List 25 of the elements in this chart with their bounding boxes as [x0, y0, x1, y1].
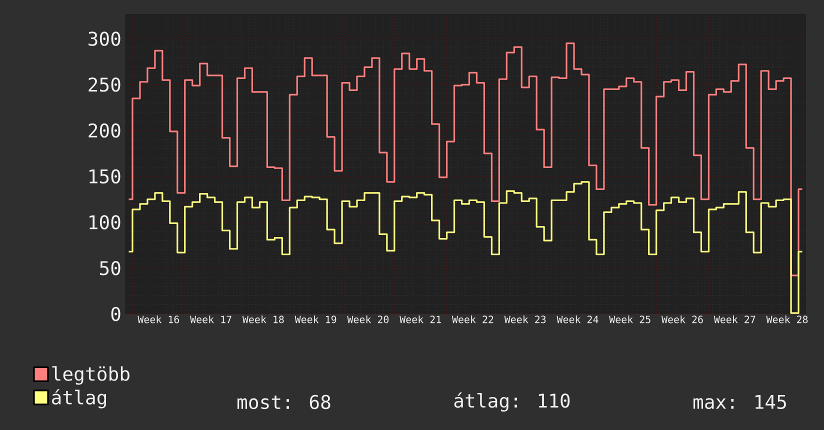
x-tick-label: Week 28 — [766, 316, 808, 324]
x-tick-label: Week 26 — [662, 316, 703, 324]
text: most: 68 — [238, 394, 330, 410]
legend-label: legtöbb — [52, 366, 130, 385]
x-tick-label: Week 22 — [452, 316, 494, 324]
x-tick-label: Week 20 — [347, 316, 389, 324]
text: átlag: 110 — [454, 392, 570, 412]
x-tick-label: Week 18 — [242, 316, 284, 324]
y-tick-label: 200 — [88, 123, 120, 138]
x-tick-label: Week 19 — [294, 316, 336, 324]
x-tick-label: Week 25 — [609, 316, 650, 324]
y-tick-label: 300 — [88, 32, 120, 46]
y-tick-label: 150 — [90, 169, 120, 184]
x-tick-label: Week 24 — [556, 316, 598, 324]
y-tick-label: 100 — [90, 215, 120, 230]
y-tick-label: 50 — [100, 260, 120, 276]
x-tick-label: Week 21 — [400, 316, 441, 324]
y-tick-label: 250 — [88, 77, 120, 92]
x-tick-label: Week 23 — [504, 316, 546, 324]
x-tick-label: Week 16 — [138, 316, 180, 324]
x-tick-label: Week 17 — [190, 316, 232, 324]
text: max: 145 — [694, 394, 786, 410]
y-tick-label: 0 — [111, 306, 120, 322]
x-tick-label: Week 27 — [714, 316, 756, 324]
legend-label: átlag — [52, 389, 106, 408]
